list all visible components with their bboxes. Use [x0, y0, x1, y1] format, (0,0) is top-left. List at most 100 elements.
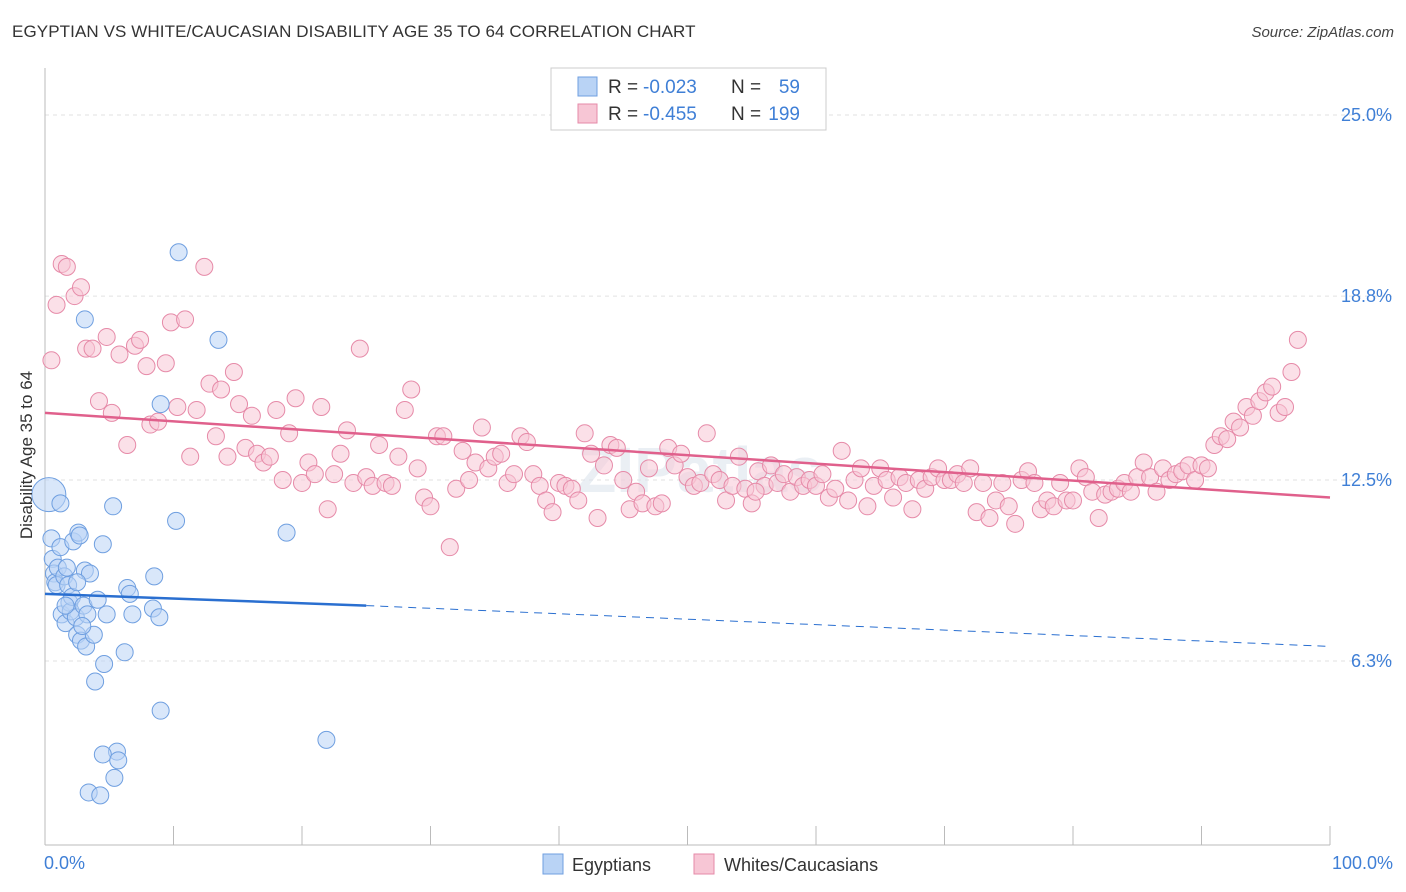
- white-caucasian-point: [1051, 473, 1070, 492]
- white-caucasian-point: [1282, 362, 1301, 381]
- white-caucasian-point: [607, 438, 626, 457]
- white-caucasian-point: [884, 488, 903, 507]
- bottom-legend: Egyptians Whites/Caucasians: [542, 853, 878, 875]
- egyptian-point: [57, 558, 76, 577]
- white-caucasian-point: [434, 427, 453, 446]
- egyptian-point: [123, 605, 142, 624]
- egyptian-point: [150, 608, 169, 627]
- white-caucasian-point: [224, 362, 243, 381]
- white-caucasian-point: [137, 357, 156, 376]
- egyptian-point: [105, 768, 124, 787]
- stats-r-label: R =: [608, 77, 638, 98]
- white-caucasian-point: [230, 395, 249, 414]
- white-caucasian-point: [382, 476, 401, 495]
- white-caucasian-point: [206, 427, 225, 446]
- white-caucasian-point: [168, 398, 187, 417]
- white-caucasian-point: [83, 339, 102, 358]
- white-caucasian-point: [176, 310, 195, 329]
- white-caucasian-point: [575, 424, 594, 443]
- egyptian-point: [68, 573, 87, 592]
- white-caucasian-point: [569, 491, 588, 510]
- white-caucasian-point: [614, 471, 633, 490]
- white-caucasian-point: [826, 479, 845, 498]
- egyptian-point: [80, 564, 99, 583]
- white-caucasian-point: [813, 465, 832, 484]
- white-caucasian-point: [156, 354, 175, 373]
- white-caucasian-point: [839, 491, 858, 510]
- white-caucasian-point: [472, 418, 491, 437]
- egyptian-point: [93, 745, 112, 764]
- egyptian-point: [109, 751, 128, 770]
- y-tick-label: 18.8%: [1341, 286, 1392, 306]
- white-caucasian-point: [832, 441, 851, 460]
- egyptian-point: [151, 701, 170, 720]
- white-caucasian-point: [273, 471, 292, 490]
- egyptian-point: [209, 330, 228, 349]
- legend-swatch: [693, 853, 715, 875]
- white-caucasian-point: [286, 389, 305, 408]
- white-caucasian-trend-line: [44, 411, 1331, 499]
- white-caucasian-point: [691, 473, 710, 492]
- series-egyptians: [31, 243, 336, 805]
- stats-r-label: R =: [608, 104, 638, 125]
- white-caucasian-point: [460, 471, 479, 490]
- white-caucasian-point: [293, 473, 311, 492]
- y-tick-label: 12.5%: [1341, 470, 1392, 490]
- white-caucasian-point: [350, 339, 369, 358]
- white-caucasian-point: [1198, 459, 1217, 478]
- white-caucasian-point: [594, 456, 613, 475]
- egyptian-point: [73, 617, 92, 636]
- white-caucasian-point: [903, 500, 922, 519]
- white-caucasian-point: [118, 435, 137, 454]
- chart-title: EGYPTIAN VS WHITE/CAUCASIAN DISABILITY A…: [12, 22, 696, 41]
- white-caucasian-point: [71, 278, 90, 297]
- white-caucasian-point: [697, 424, 716, 443]
- white-caucasian-point: [980, 508, 999, 527]
- y-tick-labels: 6.3% 12.5% 18.8% 25.0%: [1341, 105, 1392, 671]
- egyptian-point: [277, 523, 296, 542]
- white-caucasian-point: [453, 441, 472, 460]
- white-caucasian-point: [312, 398, 331, 417]
- egyptian-point: [145, 567, 164, 586]
- egyptian-trend-line: [44, 592, 367, 607]
- stats-r-value: -0.023: [643, 77, 697, 98]
- white-caucasian-point: [131, 330, 150, 349]
- stats-n-label: N =: [731, 104, 761, 125]
- white-caucasian-point: [187, 400, 206, 419]
- stats-r-value: -0.455: [643, 104, 697, 125]
- white-caucasian-point: [97, 327, 116, 346]
- white-caucasian-point: [331, 444, 350, 463]
- egyptian-trend-extension: [366, 605, 1331, 647]
- white-caucasian-point: [218, 447, 237, 466]
- axes: [44, 68, 1331, 846]
- egyptian-point: [151, 395, 170, 414]
- white-caucasian-point: [370, 435, 389, 454]
- white-caucasian-point: [588, 508, 607, 527]
- white-caucasian-point: [402, 380, 421, 399]
- stats-n-label: N =: [731, 77, 761, 98]
- stats-n-value: 199: [768, 104, 800, 125]
- white-caucasian-point: [974, 473, 993, 492]
- legend-label: Whites/Caucasians: [724, 855, 878, 875]
- white-caucasian-point: [89, 392, 108, 411]
- white-caucasian-point: [543, 503, 562, 522]
- egyptian-point: [51, 494, 70, 513]
- white-caucasian-point: [305, 465, 324, 484]
- egyptian-point: [91, 786, 110, 805]
- egyptian-point: [169, 243, 188, 262]
- egyptian-point: [120, 584, 139, 603]
- white-caucasian-point: [993, 473, 1012, 492]
- white-caucasian-point: [652, 494, 671, 513]
- egyptian-point: [93, 535, 112, 554]
- y-tick-label: 25.0%: [1341, 105, 1392, 125]
- white-caucasian-point: [1218, 430, 1237, 449]
- white-caucasian-point: [181, 447, 200, 466]
- egyptian-point: [97, 605, 116, 624]
- legend-swatch: [542, 853, 564, 875]
- y-tick-label: 6.3%: [1351, 651, 1392, 671]
- white-caucasian-point: [42, 351, 61, 370]
- white-caucasian-point: [195, 257, 214, 276]
- white-caucasian-point: [1089, 508, 1108, 527]
- white-caucasian-point: [517, 433, 536, 452]
- white-caucasian-point: [639, 459, 658, 478]
